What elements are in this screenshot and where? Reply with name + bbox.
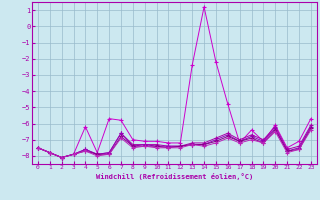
X-axis label: Windchill (Refroidissement éolien,°C): Windchill (Refroidissement éolien,°C) — [96, 173, 253, 180]
